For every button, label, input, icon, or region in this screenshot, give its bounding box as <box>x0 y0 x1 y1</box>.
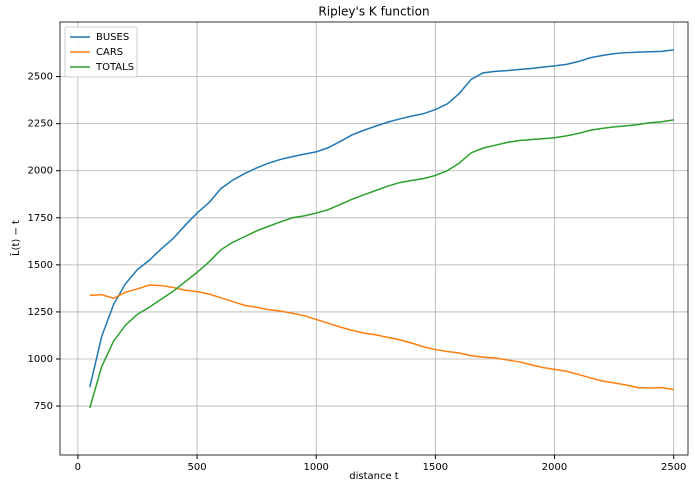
y-tick-label: 2250 <box>28 119 53 130</box>
x-tick-label: 2000 <box>542 462 567 473</box>
chart-title: Ripley's K function <box>318 5 429 19</box>
series-line <box>89 119 674 409</box>
y-axis-label: L̂(t) − t <box>9 220 22 256</box>
plot-frame <box>59 21 689 456</box>
y-tick-label: 750 <box>34 401 53 412</box>
legend-label: CARS <box>96 47 123 58</box>
x-tick-label: 1500 <box>423 462 448 473</box>
x-tick-label: 500 <box>187 462 206 473</box>
y-tick-label: 1250 <box>28 307 53 318</box>
y-tick-label: 2000 <box>28 166 53 177</box>
legend-label: BUSES <box>96 32 129 43</box>
legend-box <box>64 26 138 78</box>
x-tick-label: 2500 <box>661 462 686 473</box>
y-tick-label: 1000 <box>28 354 53 365</box>
y-tick-label: 1750 <box>28 213 53 224</box>
legend-label: TOTALS <box>95 62 134 73</box>
x-tick-label: 1000 <box>303 462 328 473</box>
y-tick-label: 2500 <box>28 72 53 83</box>
x-axis-label: distance t <box>349 471 399 482</box>
y-tick-label: 1500 <box>28 260 53 271</box>
series-line <box>89 49 674 388</box>
series-line <box>89 284 674 391</box>
x-tick-label: 0 <box>75 462 81 473</box>
